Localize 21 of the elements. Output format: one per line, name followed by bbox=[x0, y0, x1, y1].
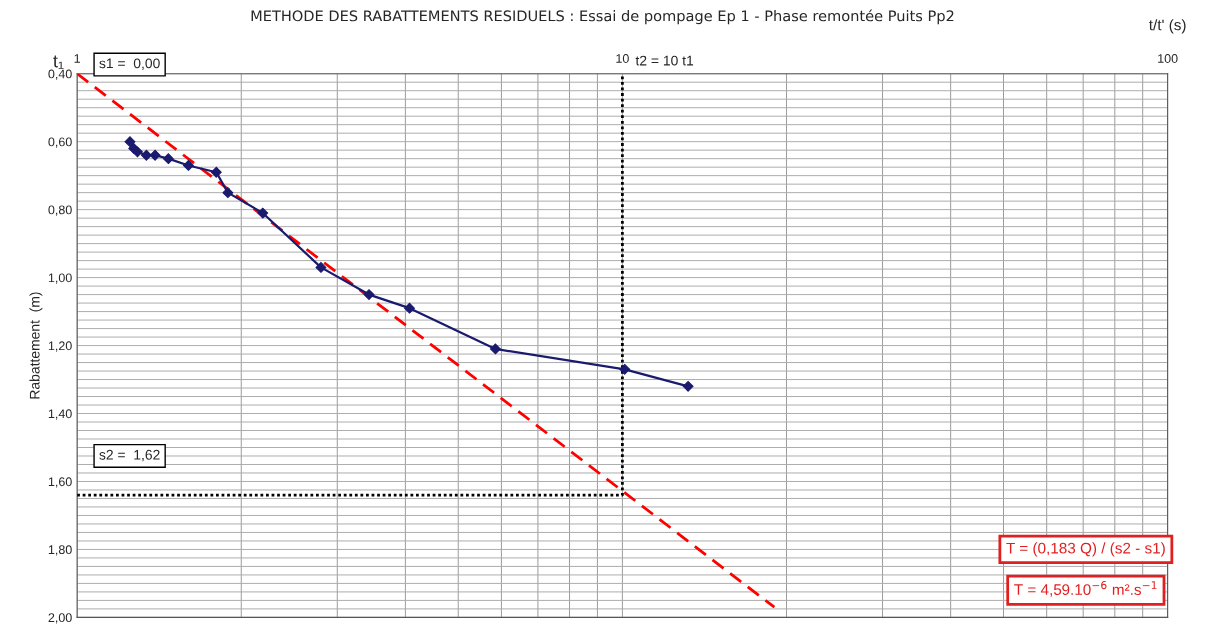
y-tick-label: 0,40 bbox=[48, 69, 72, 80]
y-tick-label: 1,00 bbox=[48, 273, 72, 284]
annotation: s2 = 1,62 bbox=[99, 449, 160, 462]
y-tick-label: 1,60 bbox=[48, 477, 72, 488]
y-tick-label: 1,40 bbox=[48, 409, 72, 420]
y-tick-label: 0,80 bbox=[48, 205, 72, 216]
y-tick-label: 2,00 bbox=[48, 613, 72, 624]
x-tick-label: 100 bbox=[1158, 54, 1178, 63]
y-tick-label: 1,80 bbox=[48, 545, 72, 556]
x-axis-title: t/t' (s) bbox=[1149, 19, 1186, 34]
text: t2 = 10 t1 bbox=[635, 55, 694, 66]
annotation: T = 4,59.10$^{−6}$ m².s$^{−1}$ bbox=[1014, 581, 1157, 597]
y-tick-label: 1,20 bbox=[48, 341, 72, 352]
annotation: T = (0,183 Q) / (s2 - s1) bbox=[1006, 542, 1165, 557]
x-tick-label: 1 bbox=[74, 54, 80, 63]
y-tick-label: 0,60 bbox=[48, 137, 72, 148]
text: s1 = 0,00 bbox=[99, 58, 160, 70]
y-axis-title: Rabattement (m) bbox=[29, 292, 43, 399]
chart-title: METHODE DES RABATTEMENTS RESIDUELS : Essai de pompage Ep 1 - Phase remontée Puits Pp2 bbox=[251, 9, 954, 25]
x-tick-label: 10 bbox=[616, 54, 629, 63]
text: t₁ bbox=[53, 55, 64, 69]
